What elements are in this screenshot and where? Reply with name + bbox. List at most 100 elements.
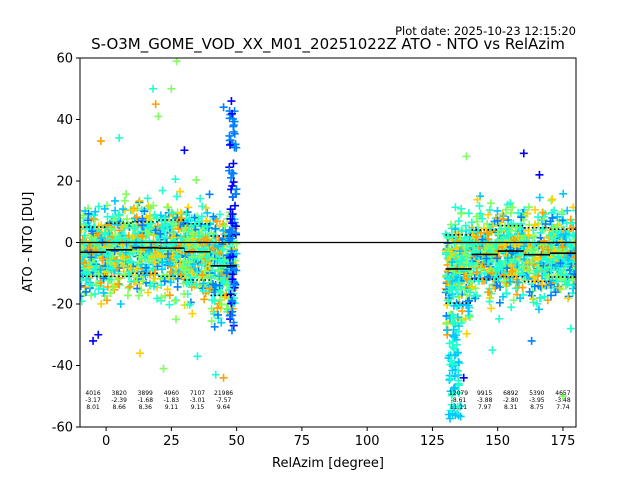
data-point (118, 252, 127, 261)
bin-count-label: 5390 (529, 390, 544, 397)
data-point (133, 284, 142, 293)
data-point (232, 189, 241, 198)
data-point (167, 208, 176, 217)
data-point (529, 272, 538, 281)
data-point (493, 275, 502, 284)
data-point (99, 288, 108, 297)
outlier-point (459, 373, 468, 382)
data-point (140, 207, 149, 216)
data-point (516, 294, 525, 303)
data-point (211, 224, 220, 233)
data-point (446, 356, 455, 365)
outlier-point (219, 103, 228, 112)
data-point (168, 229, 177, 238)
data-point (153, 294, 162, 303)
bin-mean-label: -8.61 (451, 397, 467, 404)
x-tick-label: 25 (163, 434, 180, 449)
data-point (523, 209, 532, 218)
data-point (568, 275, 576, 284)
data-point (443, 231, 452, 240)
outlier-point (527, 336, 536, 345)
data-point (225, 253, 234, 262)
data-point (111, 231, 120, 240)
data-point (108, 264, 117, 273)
data-point (181, 223, 190, 232)
data-point (187, 253, 196, 262)
data-point (465, 313, 474, 322)
data-point (538, 280, 547, 289)
data-point (538, 208, 547, 217)
data-point (507, 303, 516, 312)
data-point (540, 292, 549, 301)
data-point (551, 288, 560, 297)
data-point (120, 270, 129, 279)
data-point (540, 265, 549, 274)
data-point (90, 289, 99, 298)
data-point (108, 252, 117, 261)
x-axis-label: RelAzim [degree] (272, 456, 384, 471)
data-point (106, 258, 115, 267)
data-point (170, 296, 179, 305)
data-point (226, 290, 235, 299)
data-point (509, 265, 518, 274)
data-point (94, 285, 103, 294)
data-point (473, 240, 482, 249)
bin-std-label: 8.75 (530, 404, 544, 411)
data-point (178, 262, 187, 271)
bin-mean-label: -2.39 (111, 397, 127, 404)
data-point (197, 212, 206, 221)
data-point (205, 284, 214, 293)
data-point (116, 299, 125, 308)
data-point (111, 206, 120, 215)
data-point (450, 351, 459, 360)
data-point (553, 283, 562, 292)
data-point (556, 266, 565, 275)
data-point (85, 280, 94, 289)
data-point (519, 262, 528, 271)
data-point (506, 208, 515, 217)
data-point (478, 214, 487, 223)
data-point (193, 268, 202, 277)
data-point (473, 217, 482, 226)
outlier-point (535, 170, 544, 179)
data-point (185, 258, 194, 267)
data-point (84, 209, 93, 218)
data-point (192, 243, 201, 252)
data-point (96, 265, 105, 274)
data-point (165, 300, 174, 309)
bin-mean-label: -3.48 (555, 397, 571, 404)
data-point (493, 254, 502, 263)
data-point (515, 240, 524, 249)
y-tick-label: 20 (56, 175, 73, 190)
data-point (158, 258, 167, 267)
data-point (544, 233, 553, 242)
data-point (183, 234, 192, 243)
data-point (196, 194, 205, 203)
bin-std-label: 8.01 (86, 404, 100, 411)
data-point (531, 221, 540, 230)
data-point (486, 199, 495, 208)
data-point (169, 219, 178, 228)
data-point (171, 175, 180, 184)
data-point (449, 292, 458, 301)
bin-mean-label: -1.83 (164, 397, 180, 404)
data-point (150, 274, 159, 283)
data-point (479, 224, 488, 233)
data-point (149, 264, 158, 273)
data-point (80, 275, 86, 284)
data-point (227, 247, 236, 256)
data-point (129, 206, 138, 215)
data-point (165, 259, 174, 268)
data-point (546, 280, 555, 289)
data-point (99, 274, 108, 283)
data-point (173, 282, 182, 291)
data-point (229, 178, 238, 187)
data-point (124, 283, 133, 292)
data-point (132, 213, 141, 222)
data-point (509, 219, 518, 228)
bin-mean-label: -3.88 (477, 397, 493, 404)
data-point (138, 214, 147, 223)
data-point (85, 263, 94, 272)
bin-mean-label: -2.80 (503, 397, 519, 404)
data-point (228, 296, 237, 305)
